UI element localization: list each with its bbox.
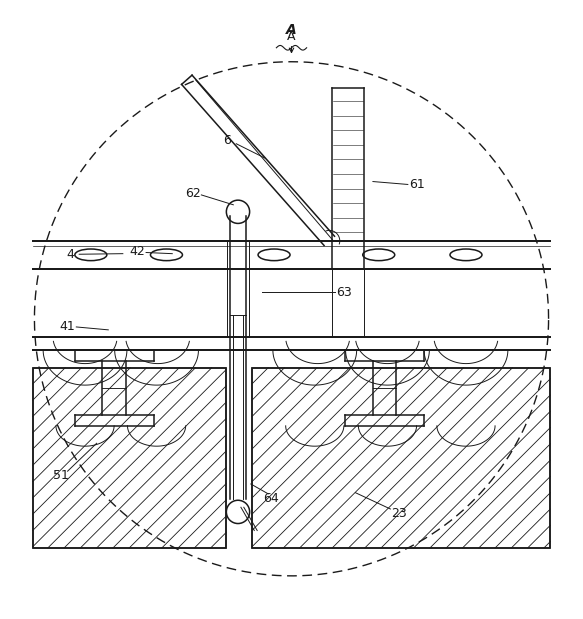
Text: 6: 6 [224,134,231,147]
Bar [33,368,226,548]
Text: 51: 51 [52,469,69,482]
Bar [252,368,550,548]
Text: A: A [286,24,297,37]
Text: 63: 63 [336,285,352,298]
Text: 41: 41 [59,321,75,334]
Text: 42: 42 [129,245,145,258]
Bar [252,368,550,548]
Text: 23: 23 [391,506,407,519]
Text: 61: 61 [409,178,424,191]
Text: 64: 64 [264,492,279,505]
Text: 62: 62 [185,187,201,200]
Text: 4: 4 [66,248,75,261]
Bar [33,368,226,548]
Text: A: A [287,30,296,43]
